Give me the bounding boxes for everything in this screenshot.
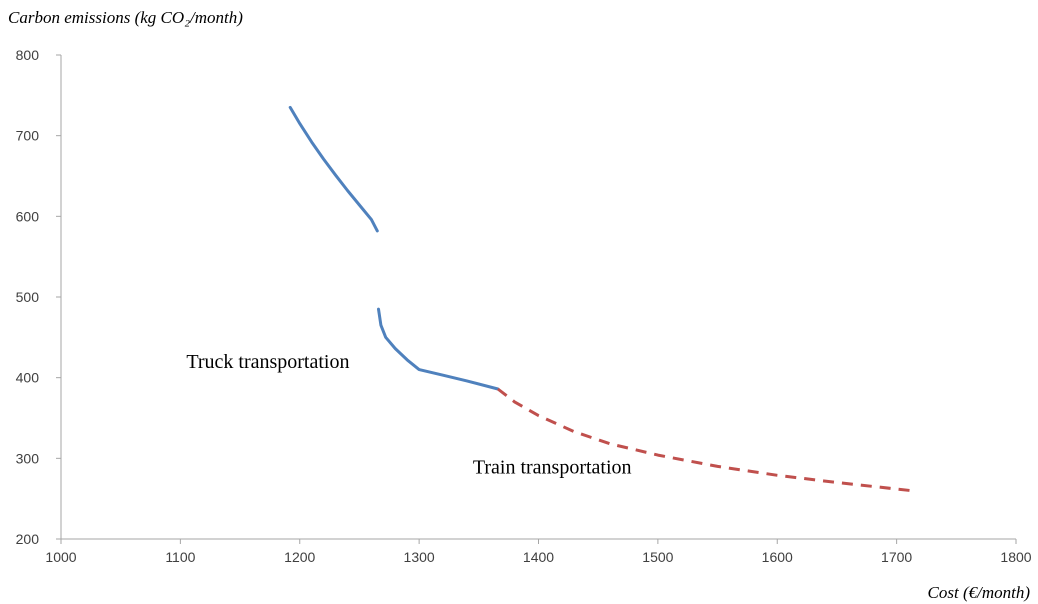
x-tick-label: 1700 [881, 549, 912, 565]
annotations: Truck transportation Train transportation [186, 351, 631, 479]
x-tick-label: 1200 [284, 549, 315, 565]
x-tick-label: 1500 [642, 549, 673, 565]
y-tick-label: 500 [16, 289, 40, 305]
x-tick-label: 1100 [165, 549, 195, 565]
y-tick-label: 800 [16, 47, 40, 63]
y-tick-label: 300 [16, 450, 40, 466]
x-tick-label: 1400 [523, 549, 554, 565]
series-line [377, 307, 500, 391]
annotation-label: Train transportation [473, 457, 632, 479]
y-tick-label: 700 [16, 128, 40, 144]
x-tick-label: 1600 [762, 549, 793, 565]
series-lines [288, 105, 912, 493]
y-tick-label: 600 [16, 208, 40, 224]
series-line [496, 387, 912, 493]
x-axis-label: Cost (€/month) [928, 583, 1031, 602]
x-tick-label: 1000 [45, 549, 76, 565]
y-tick-label: 400 [16, 370, 40, 386]
axes [56, 54, 1017, 544]
y-tick-label: 200 [16, 531, 40, 547]
y-axis-label: Carbon emissions (kg CO₂/month) [8, 8, 243, 27]
series-line [288, 105, 379, 233]
x-tick-label: 1800 [1000, 549, 1031, 565]
x-tick-label: 1300 [404, 549, 435, 565]
annotation-label: Truck transportation [186, 351, 349, 373]
tick-labels: 1000 1100 1200 1300 1400 1500 1600 1700 1800 200 3… [16, 47, 1032, 565]
